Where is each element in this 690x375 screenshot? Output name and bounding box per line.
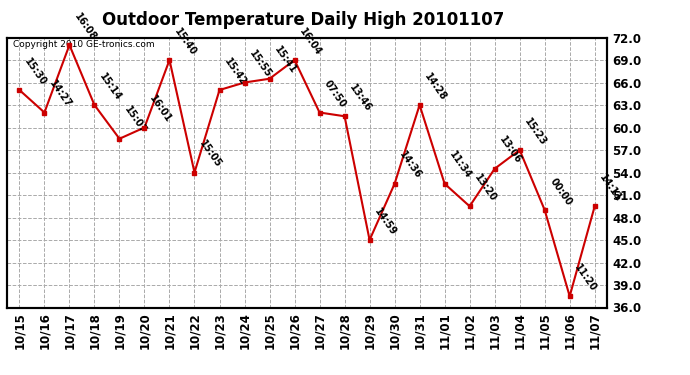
Text: 11:34: 11:34 (447, 150, 473, 181)
Text: 14:11: 14:11 (598, 172, 624, 204)
Text: 15:07: 15:07 (122, 105, 148, 136)
Text: 00:00: 00:00 (547, 176, 573, 207)
Text: Outdoor Temperature Daily High 20101107: Outdoor Temperature Daily High 20101107 (102, 11, 505, 29)
Text: 13:06: 13:06 (497, 135, 524, 166)
Text: 11:20: 11:20 (573, 262, 598, 294)
Text: 14:27: 14:27 (47, 79, 73, 110)
Text: 16:01: 16:01 (147, 94, 173, 125)
Text: 14:36: 14:36 (397, 150, 424, 181)
Text: Copyright 2010 GE-tronics.com: Copyright 2010 GE-tronics.com (13, 40, 155, 49)
Text: 15:14: 15:14 (97, 71, 124, 102)
Text: 15:42: 15:42 (222, 56, 248, 87)
Text: 15:40: 15:40 (172, 26, 198, 57)
Text: 14:59: 14:59 (373, 206, 398, 237)
Text: 15:05: 15:05 (197, 139, 224, 170)
Text: 15:41: 15:41 (273, 45, 298, 76)
Text: 14:28: 14:28 (422, 71, 448, 102)
Text: 15:23: 15:23 (522, 116, 549, 147)
Text: 15:30: 15:30 (22, 56, 48, 87)
Text: 07:50: 07:50 (322, 79, 348, 110)
Text: 16:04: 16:04 (297, 26, 324, 57)
Text: 13:20: 13:20 (473, 172, 498, 204)
Text: 13:46: 13:46 (347, 82, 373, 114)
Text: 16:08: 16:08 (72, 11, 98, 42)
Text: 15:55: 15:55 (247, 49, 273, 80)
